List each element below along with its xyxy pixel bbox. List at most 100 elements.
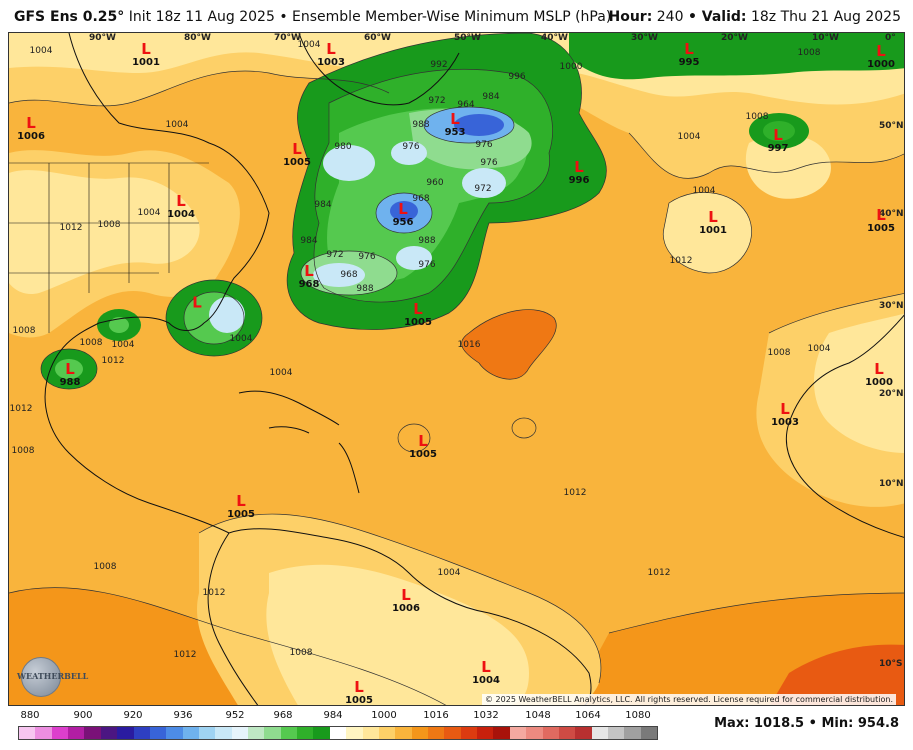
contour-label: 976: [475, 140, 493, 150]
low-1001-azores: L 1001: [699, 208, 727, 237]
contour-label: 968: [340, 270, 358, 280]
contour-label: 976: [480, 158, 498, 168]
contour-label: 1008: [289, 648, 313, 658]
contour-label: 1004: [229, 334, 253, 344]
contour-label: 996: [508, 72, 526, 82]
low-1003-hudson: L 1003: [317, 40, 345, 69]
contour-label: 984: [314, 200, 332, 210]
contour-label: 1008: [12, 326, 36, 336]
colorbar-swatch: [591, 727, 608, 739]
colorbar-swatch: [477, 727, 494, 739]
contour-label: 1004: [677, 132, 701, 142]
low-1005-caribbean-east: L 1005: [409, 432, 437, 461]
low-1000-sahara: L 1000: [865, 360, 893, 389]
colorbar-swatch: [640, 727, 658, 739]
contour-label: 1016: [457, 340, 481, 350]
contour-label: 1004: [29, 46, 53, 56]
colorbar-swatch: [460, 727, 478, 739]
contour-label: 1012: [669, 256, 693, 266]
contour-label: 976: [358, 252, 376, 262]
low-1003-westafrica: L 1003: [771, 400, 799, 429]
colorbar-label: 1064: [575, 710, 601, 721]
colorbar-swatch: [182, 727, 199, 739]
contour-label: 1008: [767, 348, 791, 358]
model-name: GFS Ens 0.25°: [14, 9, 125, 25]
colorbar-label: 880: [20, 710, 40, 721]
colorbar-swatch: [100, 727, 118, 739]
field-1004-1008-usa: [9, 170, 200, 295]
low-951-florida: L: [192, 293, 202, 312]
low-1004-ohio: L 1004: [167, 192, 195, 221]
contour-label: 1012: [647, 568, 671, 578]
lon-label: 60°W: [364, 33, 391, 43]
header-right: Hour: 240 • Valid: 18z Thu 21 Aug 2025: [608, 9, 901, 25]
contour-label: 1004: [807, 344, 831, 354]
colorbar-label: 968: [273, 710, 293, 721]
lon-label: 20°W: [721, 33, 748, 43]
lon-label: 0°: [885, 33, 896, 43]
contour-label: 972: [326, 250, 344, 260]
colorbar-swatch: [19, 727, 36, 739]
low-1005-colombia: L 1005: [227, 492, 255, 521]
lon-label: 90°W: [89, 33, 116, 43]
colorbar-swatch: [542, 727, 559, 739]
colorbar-swatch: [624, 727, 641, 739]
contour-label: 1012: [59, 223, 83, 233]
contour-label: 1004: [437, 568, 461, 578]
valid-value: 18z Thu 21 Aug 2025: [750, 9, 901, 25]
field-980-nw-low: [323, 145, 375, 181]
field-1004-africa: [814, 313, 904, 453]
colorbar-label: 920: [123, 710, 143, 721]
valid-label: • Valid:: [687, 9, 747, 25]
contour-label: 992: [430, 60, 448, 70]
colorbar-swatch: [198, 727, 216, 739]
contour-label: 976: [402, 142, 420, 152]
contour-label: 972: [428, 96, 446, 106]
weatherbell-logo: WEATHERBELL: [15, 655, 95, 699]
low-996-labrador-sea: L 996: [568, 158, 590, 187]
colorbar: 880 900 920 936 952 968 984 1000 1016 10…: [18, 710, 658, 746]
field-992-gulf-n: [109, 317, 129, 333]
borders: [9, 162, 209, 333]
max-value: 1018.5: [753, 716, 805, 731]
contour-label: 1008: [93, 562, 117, 572]
field-1016-south-atlantic: [770, 644, 904, 705]
lon-label: 30°W: [631, 33, 658, 43]
colorbar-swatch: [166, 727, 183, 739]
min-label: Min:: [821, 716, 854, 731]
colorbar-swatch: [444, 727, 461, 739]
low-1006-amazon: L 1006: [392, 586, 420, 615]
logo-globe-icon: [21, 657, 61, 697]
colorbar-swatch: [607, 727, 625, 739]
contour-label: 972: [474, 184, 492, 194]
colorbar-swatch: [35, 727, 52, 739]
colorbar-swatch: [575, 727, 592, 739]
colorbar-label: 984: [323, 710, 343, 721]
lat-label: 10°S: [879, 659, 903, 669]
colorbar-swatch: [313, 727, 330, 739]
contour-label: 1008: [11, 446, 35, 456]
contour-label: 1004: [165, 120, 189, 130]
contour-label: 984: [300, 236, 318, 246]
low-968-southwest: L 968: [298, 262, 320, 291]
hour-label: Hour:: [608, 9, 653, 25]
colorbar-swatch: [215, 727, 232, 739]
lon-label: 70°W: [274, 33, 301, 43]
colorbar-swatch: [297, 727, 314, 739]
colorbar-swatch: [493, 727, 510, 739]
contour-label: 1012: [563, 488, 587, 498]
contour-label: 1008: [79, 338, 103, 348]
low-1005-iberia: L 1005: [867, 206, 895, 235]
colorbar-label: 952: [225, 710, 245, 721]
colorbar-swatch: [133, 727, 150, 739]
field-1004-east: [745, 134, 831, 199]
map-header: GFS Ens 0.25° Init 18z 11 Aug 2025 • Ens…: [0, 0, 913, 32]
colorbar-swatch: [558, 727, 576, 739]
lat-label: 10°N: [879, 479, 904, 489]
colorbar-swatch: [329, 727, 347, 739]
contour-label: 1004: [137, 208, 161, 218]
colorbar-swatch: [280, 727, 298, 739]
contour-label: 1004: [692, 186, 716, 196]
field-988-gulf: [55, 359, 83, 379]
field-976-florida: [209, 297, 245, 333]
